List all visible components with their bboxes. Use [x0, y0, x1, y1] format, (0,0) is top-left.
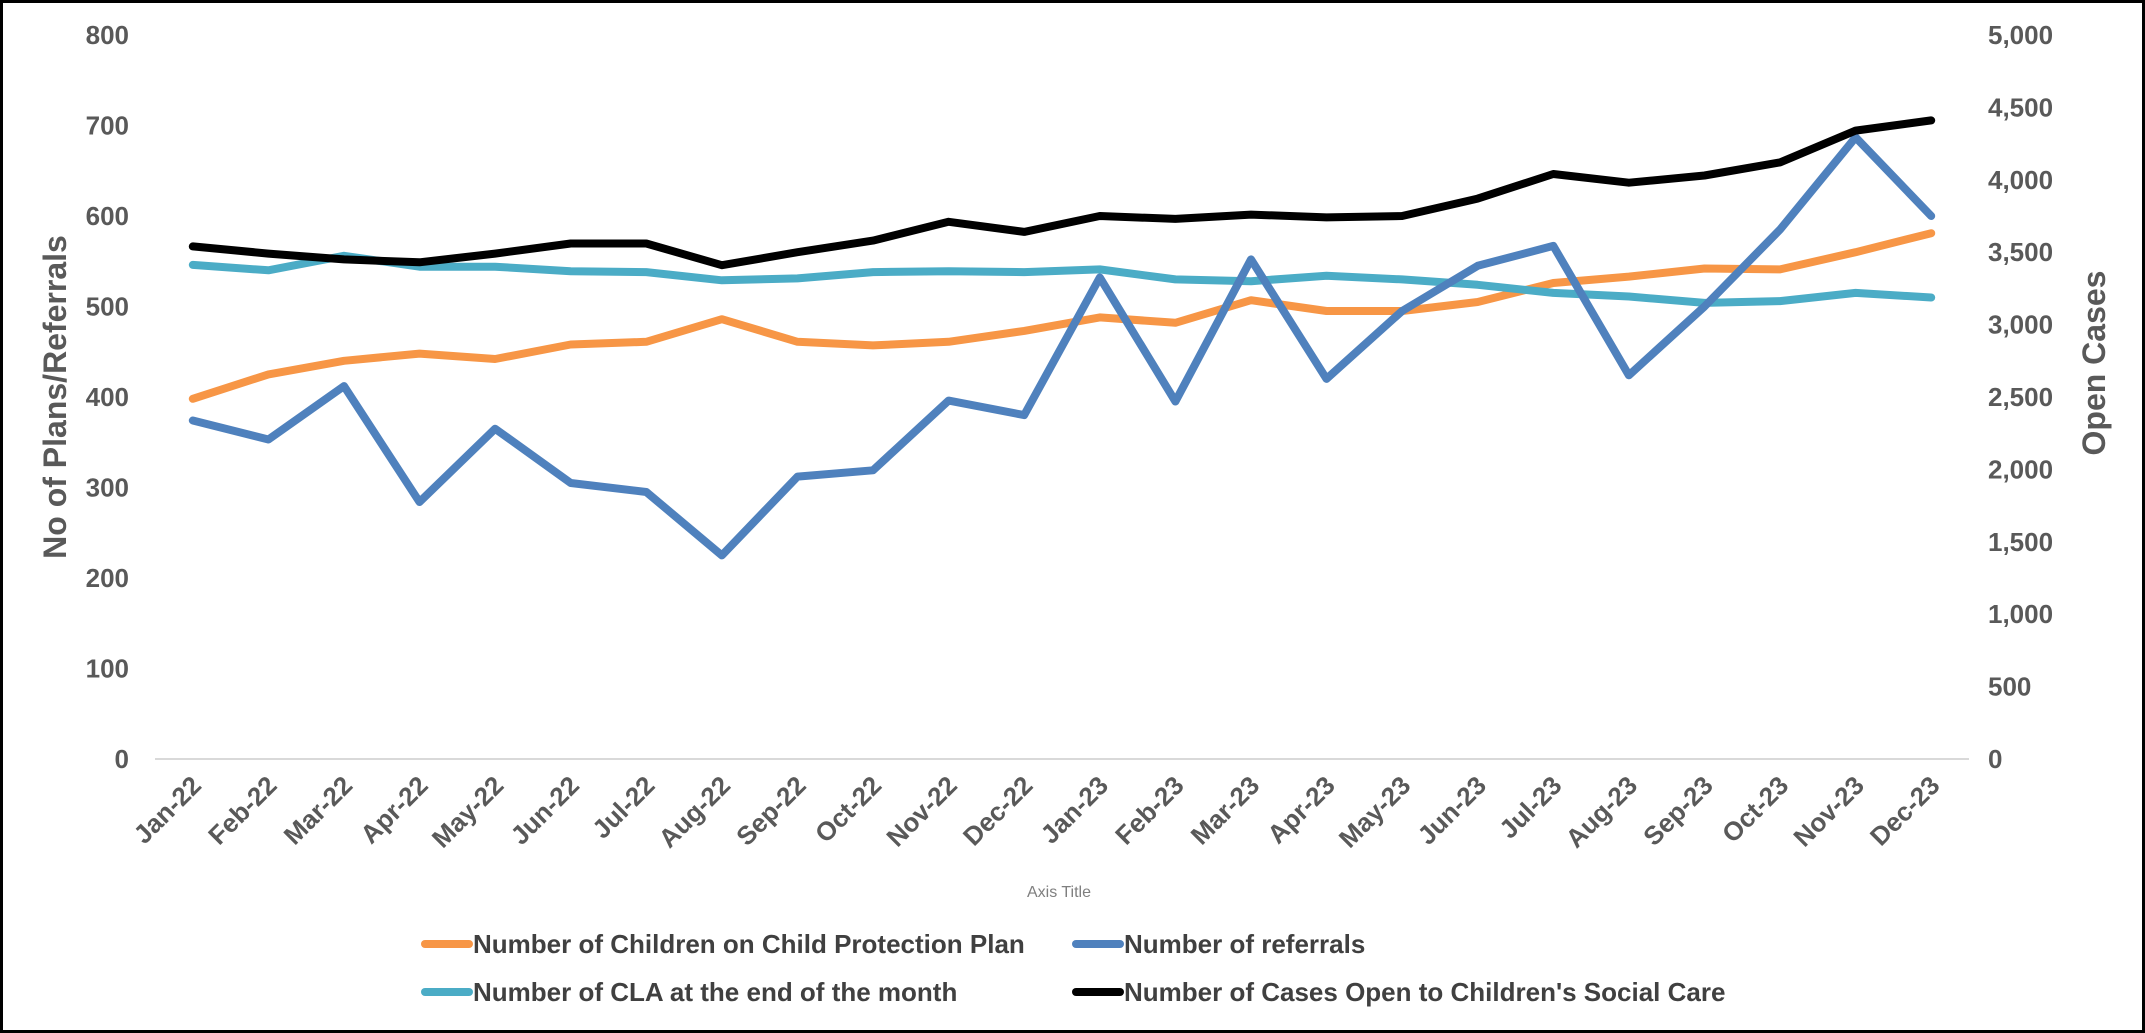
x-tick-label: Oct-23 — [1716, 770, 1794, 848]
x-tick-label: Jun-23 — [1411, 770, 1491, 850]
y-tick-label: 300 — [86, 473, 129, 503]
y2-tick-label: 0 — [1988, 744, 2002, 774]
y2-tick-label: 1,000 — [1988, 599, 2053, 629]
x-axis-title: Axis Title — [1027, 884, 1091, 901]
x-tick-label: Feb-22 — [202, 770, 282, 850]
y2-tick-label: 5,000 — [1988, 20, 2053, 50]
x-tick-label: Jun-22 — [504, 770, 584, 850]
y2-axis-title: Open Cases — [2076, 271, 2112, 456]
x-tick-label: Mar-23 — [1185, 770, 1265, 850]
x-tick-label: Sep-23 — [1637, 770, 1719, 852]
y2-tick-label: 2,500 — [1988, 382, 2053, 412]
x-tick-label: Aug-23 — [1560, 770, 1644, 854]
series-line-1 — [188, 133, 1936, 560]
y2-tick-label: 4,000 — [1988, 165, 2053, 195]
x-tick-label: Dec-23 — [1864, 770, 1946, 852]
y-tick-label: 600 — [86, 201, 129, 231]
y2-tick-label: 500 — [1988, 672, 2031, 702]
y-axis-title: No of Plans/Referrals — [37, 235, 73, 559]
x-tick-label: Jul-23 — [1493, 770, 1567, 844]
y2-tick-label: 1,500 — [1988, 527, 2053, 557]
y2-tick-label: 2,000 — [1988, 454, 2053, 484]
legend-label-1: Number of referrals — [1124, 929, 1365, 959]
y-tick-label: 800 — [86, 20, 129, 50]
y-tick-label: 400 — [86, 382, 129, 412]
x-tick-label: Apr-22 — [354, 770, 433, 849]
series-layer — [188, 116, 1936, 560]
x-tick-label: Oct-22 — [809, 770, 887, 848]
y-tick-label: 100 — [86, 654, 129, 684]
y2-tick-label: 4,500 — [1988, 92, 2053, 122]
x-tick-label: May-23 — [1333, 770, 1417, 854]
legend-label-0: Number of Children on Child Protection P… — [473, 929, 1025, 959]
x-tick-label: May-22 — [426, 770, 510, 854]
x-tick-label: Jul-22 — [586, 770, 660, 844]
legend: Number of Children on Child Protection P… — [421, 929, 1725, 1007]
x-tick-label: Nov-22 — [880, 770, 963, 853]
x-tick-label: Mar-22 — [278, 770, 358, 850]
y-tick-label: 700 — [86, 111, 129, 141]
x-tick-label: Jan-23 — [1035, 770, 1114, 849]
y-tick-label: 0 — [115, 744, 129, 774]
x-tick-label: Nov-23 — [1787, 770, 1870, 853]
x-tick-label: Sep-22 — [730, 770, 812, 852]
legend-label-3: Number of Cases Open to Children's Socia… — [1124, 977, 1725, 1007]
y-tick-label: 500 — [86, 292, 129, 322]
x-tick-label: Aug-22 — [653, 770, 737, 854]
series-line-2 — [188, 251, 1936, 307]
legend-label-2: Number of CLA at the end of the month — [473, 977, 957, 1007]
x-tick-label: Feb-23 — [1109, 770, 1189, 850]
y-tick-label: 200 — [86, 563, 129, 593]
y2-tick-label: 3,500 — [1988, 237, 2053, 267]
series-line-0 — [188, 229, 1936, 403]
x-tick-label: Jan-22 — [128, 770, 207, 849]
y2-tick-label: 3,000 — [1988, 310, 2053, 340]
line-chart: 0 100 200 300 400 500 600 700 800 0 500 1,000 1,500 2… — [37, 20, 2112, 1007]
x-tick-label: Apr-23 — [1261, 770, 1340, 849]
x-tick-label: Dec-22 — [957, 770, 1039, 852]
series-line-3 — [188, 116, 1936, 270]
